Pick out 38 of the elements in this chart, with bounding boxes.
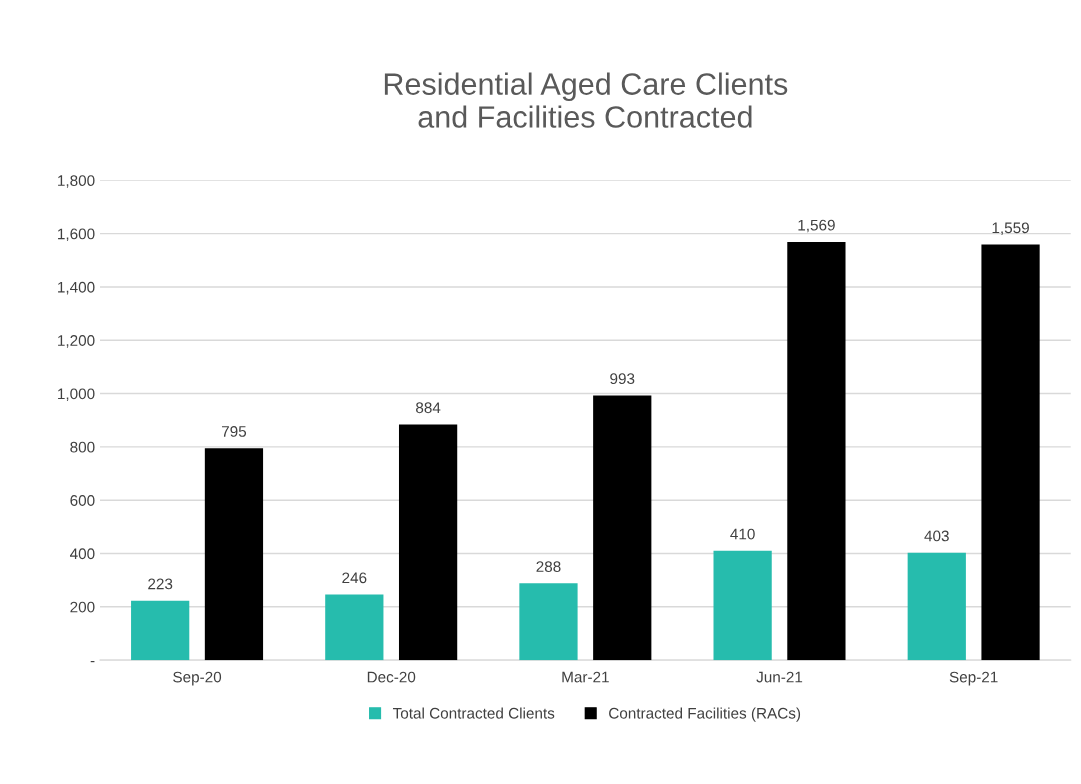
legend-label: Contracted Facilities (RACs)	[609, 707, 801, 722]
bar	[593, 395, 652, 661]
y-tick-label: 1,400	[58, 281, 95, 295]
data-label: 223	[148, 578, 173, 590]
bar	[131, 600, 190, 661]
data-label: 795	[221, 426, 247, 437]
y-tick-label: 200	[70, 601, 95, 613]
data-label: 1,569	[798, 219, 835, 233]
data-label: 993	[610, 373, 635, 385]
data-label: 288	[536, 561, 561, 573]
y-tick-label: 800	[70, 441, 95, 453]
bar	[787, 241, 846, 661]
x-tick-label: Sep-21	[949, 671, 998, 686]
bar	[204, 448, 264, 661]
data-label: 410	[730, 528, 755, 540]
data-label: 884	[416, 402, 441, 414]
x-tick-label: Jun-21	[756, 671, 803, 683]
y-tick-label: 1,600	[58, 228, 95, 242]
x-tick-label: Sep-20	[173, 671, 222, 686]
data-label: 246	[342, 572, 367, 584]
y-tick-label: -	[90, 661, 95, 663]
x-tick-label: Mar-21	[562, 671, 609, 683]
chart-title: Residential Aged Care Clients and Facilities Contracted	[384, 72, 788, 128]
bar	[981, 244, 1040, 661]
data-label: 1,559	[992, 222, 1029, 236]
bar	[713, 550, 772, 661]
bar	[519, 583, 578, 661]
y-tick-label: 1,000	[58, 388, 95, 402]
y-tick-label: 1,200	[58, 335, 95, 348]
bar	[325, 594, 384, 661]
x-tick-label: Dec-20	[367, 671, 416, 683]
bar	[398, 424, 458, 661]
y-tick-label: 600	[70, 495, 95, 506]
bar	[907, 552, 966, 661]
y-tick-label: 400	[69, 548, 95, 560]
y-tick-label: 1,800	[58, 175, 95, 188]
data-label: 403	[924, 530, 949, 542]
legend-label: Total Contracted Clients	[392, 707, 555, 719]
